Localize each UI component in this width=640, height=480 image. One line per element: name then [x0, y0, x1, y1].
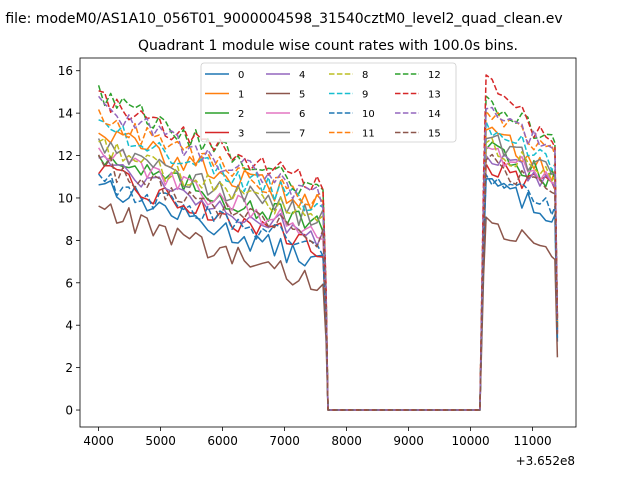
y-tick-label: 2 — [65, 361, 73, 375]
legend-label-2: 2 — [238, 109, 244, 120]
chart-title: Quadrant 1 module wise count rates with … — [138, 38, 518, 54]
legend-label-6: 6 — [299, 109, 305, 120]
series-line-7 — [97, 134, 559, 411]
y-tick-label: 4 — [65, 319, 73, 333]
x-tick-label: 6000 — [207, 434, 238, 448]
series-line-3 — [98, 161, 559, 411]
y-tick-label: 12 — [58, 149, 73, 163]
series-line-14 — [98, 95, 559, 411]
legend-label-5: 5 — [299, 90, 305, 101]
series-line-15 — [97, 153, 559, 411]
series-line-10 — [98, 173, 559, 411]
series-line-4 — [98, 153, 559, 411]
x-tick-label: 8000 — [331, 434, 362, 448]
legend-label-0: 0 — [238, 70, 244, 81]
legend-label-9: 9 — [362, 90, 368, 101]
y-tick-label: 6 — [65, 276, 73, 290]
y-tick-label: 8 — [65, 234, 73, 248]
series-line-1 — [98, 126, 559, 411]
y-axis-ticks: 0 2 4 6 8 10 12 14 16 — [58, 64, 80, 418]
legend-label-3: 3 — [238, 129, 244, 140]
figure-suptitle: n file: modeM0/AS1A10_056T01_9000004598_… — [0, 11, 563, 27]
x-tick-label: 7000 — [269, 434, 300, 448]
legend-label-14: 14 — [428, 109, 441, 120]
x-tick-label: 9000 — [393, 434, 424, 448]
series-line-6 — [97, 146, 559, 411]
axes-frame — [79, 57, 577, 428]
x-axis-offset-label: +3.652e8 — [516, 454, 575, 468]
legend-label-1: 1 — [238, 90, 244, 101]
series-line-13 — [98, 74, 559, 411]
y-tick-label: 16 — [58, 64, 73, 78]
y-tick-label: 14 — [58, 107, 73, 121]
legend-label-8: 8 — [362, 70, 368, 81]
legend-label-11: 11 — [362, 129, 375, 140]
x-tick-label: 10000 — [452, 434, 490, 448]
legend-frame — [200, 62, 457, 143]
plot-area: 4000 5000 6000 7000 8000 9000 10000 11000 0 2 4 6 8… — [58, 57, 577, 468]
series-line-8 — [98, 137, 559, 411]
legend-label-7: 7 — [299, 129, 305, 140]
legend-label-4: 4 — [299, 70, 305, 81]
x-axis-ticks: 4000 5000 6000 7000 8000 9000 10000 11000 — [83, 427, 552, 448]
legend-label-10: 10 — [362, 109, 375, 120]
y-tick-label: 10 — [58, 191, 73, 205]
x-tick-label: 5000 — [145, 434, 176, 448]
x-tick-label: 4000 — [83, 434, 114, 448]
series-line-5 — [98, 203, 559, 411]
y-tick-label: 0 — [65, 404, 73, 418]
series-line-9 — [98, 119, 559, 411]
legend-label-15: 15 — [428, 129, 441, 140]
legend-label-13: 13 — [428, 90, 441, 101]
x-tick-label: 11000 — [514, 434, 552, 448]
series-lines — [97, 74, 559, 411]
series-line-11 — [97, 109, 559, 411]
legend-label-12: 12 — [428, 70, 441, 81]
